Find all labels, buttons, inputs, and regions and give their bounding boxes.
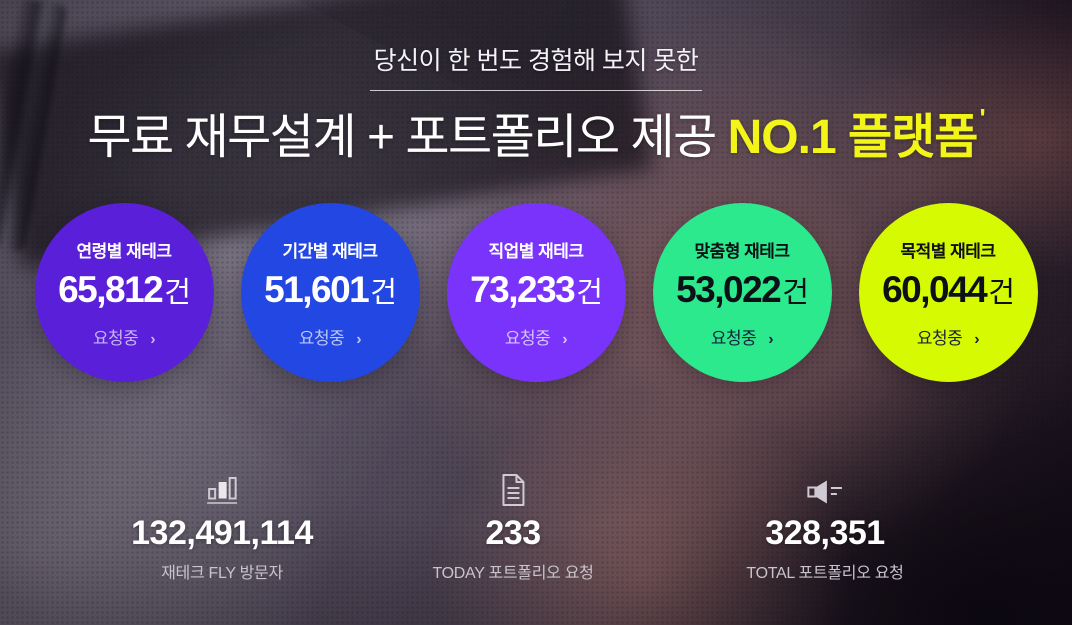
circle-label: 맞춤형 재테크 — [694, 241, 790, 261]
stat-visitors: 132,491,114 재테크 FLY 방문자 — [131, 469, 313, 583]
chevron-right-icon: › — [356, 330, 362, 348]
megaphone-icon — [746, 469, 903, 507]
stat-value: 233 — [485, 514, 541, 552]
circle-count: 51,601건 — [264, 268, 397, 310]
hero-subtitle: 당신이 한 번도 경험해 보지 못한 — [369, 41, 703, 91]
stat-value: 328,351 — [765, 514, 885, 552]
chevron-right-icon: › — [150, 330, 156, 348]
document-icon — [432, 469, 593, 507]
circle-custom-category[interactable]: 맞춤형 재테크 53,022건 요청중 › — [652, 203, 832, 382]
hero-title: 무료 재무설계 + 포트폴리오 제공 NO.1 플랫폼' — [0, 97, 1072, 167]
circle-job-category[interactable]: 직업별 재테크 73,233건 요청중 › — [446, 203, 626, 382]
chevron-right-icon: › — [974, 330, 980, 348]
hero-title-main: 무료 재무설계 + 포트폴리오 제공 — [87, 111, 728, 164]
circle-period-category[interactable]: 기간별 재테크 51,601건 요청중 › — [240, 203, 420, 382]
bar-chart-icon — [131, 469, 313, 507]
category-circles: 연령별 재테크 65,812건 요청중 › 기간별 재테크 51,601건 요청중… — [0, 203, 1072, 382]
stat-label: 재테크 FLY 방문자 — [161, 565, 283, 583]
stat-today-requests: 233 TODAY 포트폴리오 요청 — [432, 469, 594, 583]
chevron-right-icon: › — [562, 330, 568, 348]
circle-count: 53,022건 — [676, 268, 809, 310]
circle-label: 목적별 재테크 — [900, 241, 996, 261]
circle-request-link[interactable]: 요청중 › — [916, 328, 980, 348]
circle-label: 연령별 재테크 — [76, 241, 172, 261]
circle-request-link[interactable]: 요청중 › — [504, 328, 568, 348]
stat-total-requests: 328,351 TOTAL 포트폴리오 요청 — [746, 469, 904, 583]
stat-label: TODAY 포트폴리오 요청 — [432, 565, 594, 583]
circle-age-category[interactable]: 연령별 재테크 65,812건 요청중 › — [34, 203, 214, 382]
circle-purpose-category[interactable]: 목적별 재테크 60,044건 요청중 › — [858, 203, 1038, 382]
circle-label: 기간별 재테크 — [282, 241, 378, 261]
circle-label: 직업별 재테크 — [488, 241, 584, 261]
chevron-right-icon: › — [768, 330, 774, 348]
circle-request-link[interactable]: 요청중 › — [710, 328, 774, 348]
hero-title-highlight: NO.1 플랫폼' — [727, 103, 986, 164]
circle-request-link[interactable]: 요청중 › — [92, 328, 156, 348]
circle-request-link[interactable]: 요청중 › — [298, 328, 362, 348]
circle-count: 60,044건 — [882, 268, 1015, 310]
title-accent-mark: ' — [979, 103, 985, 133]
stat-value: 132,491,114 — [131, 514, 313, 552]
circle-count: 65,812건 — [58, 268, 191, 310]
circle-count: 73,233건 — [470, 268, 603, 310]
stats-row: 132,491,114 재테크 FLY 방문자 233 TODAY 포트폴리오 … — [0, 469, 1072, 582]
stat-label: TOTAL 포트폴리오 요청 — [746, 565, 904, 583]
